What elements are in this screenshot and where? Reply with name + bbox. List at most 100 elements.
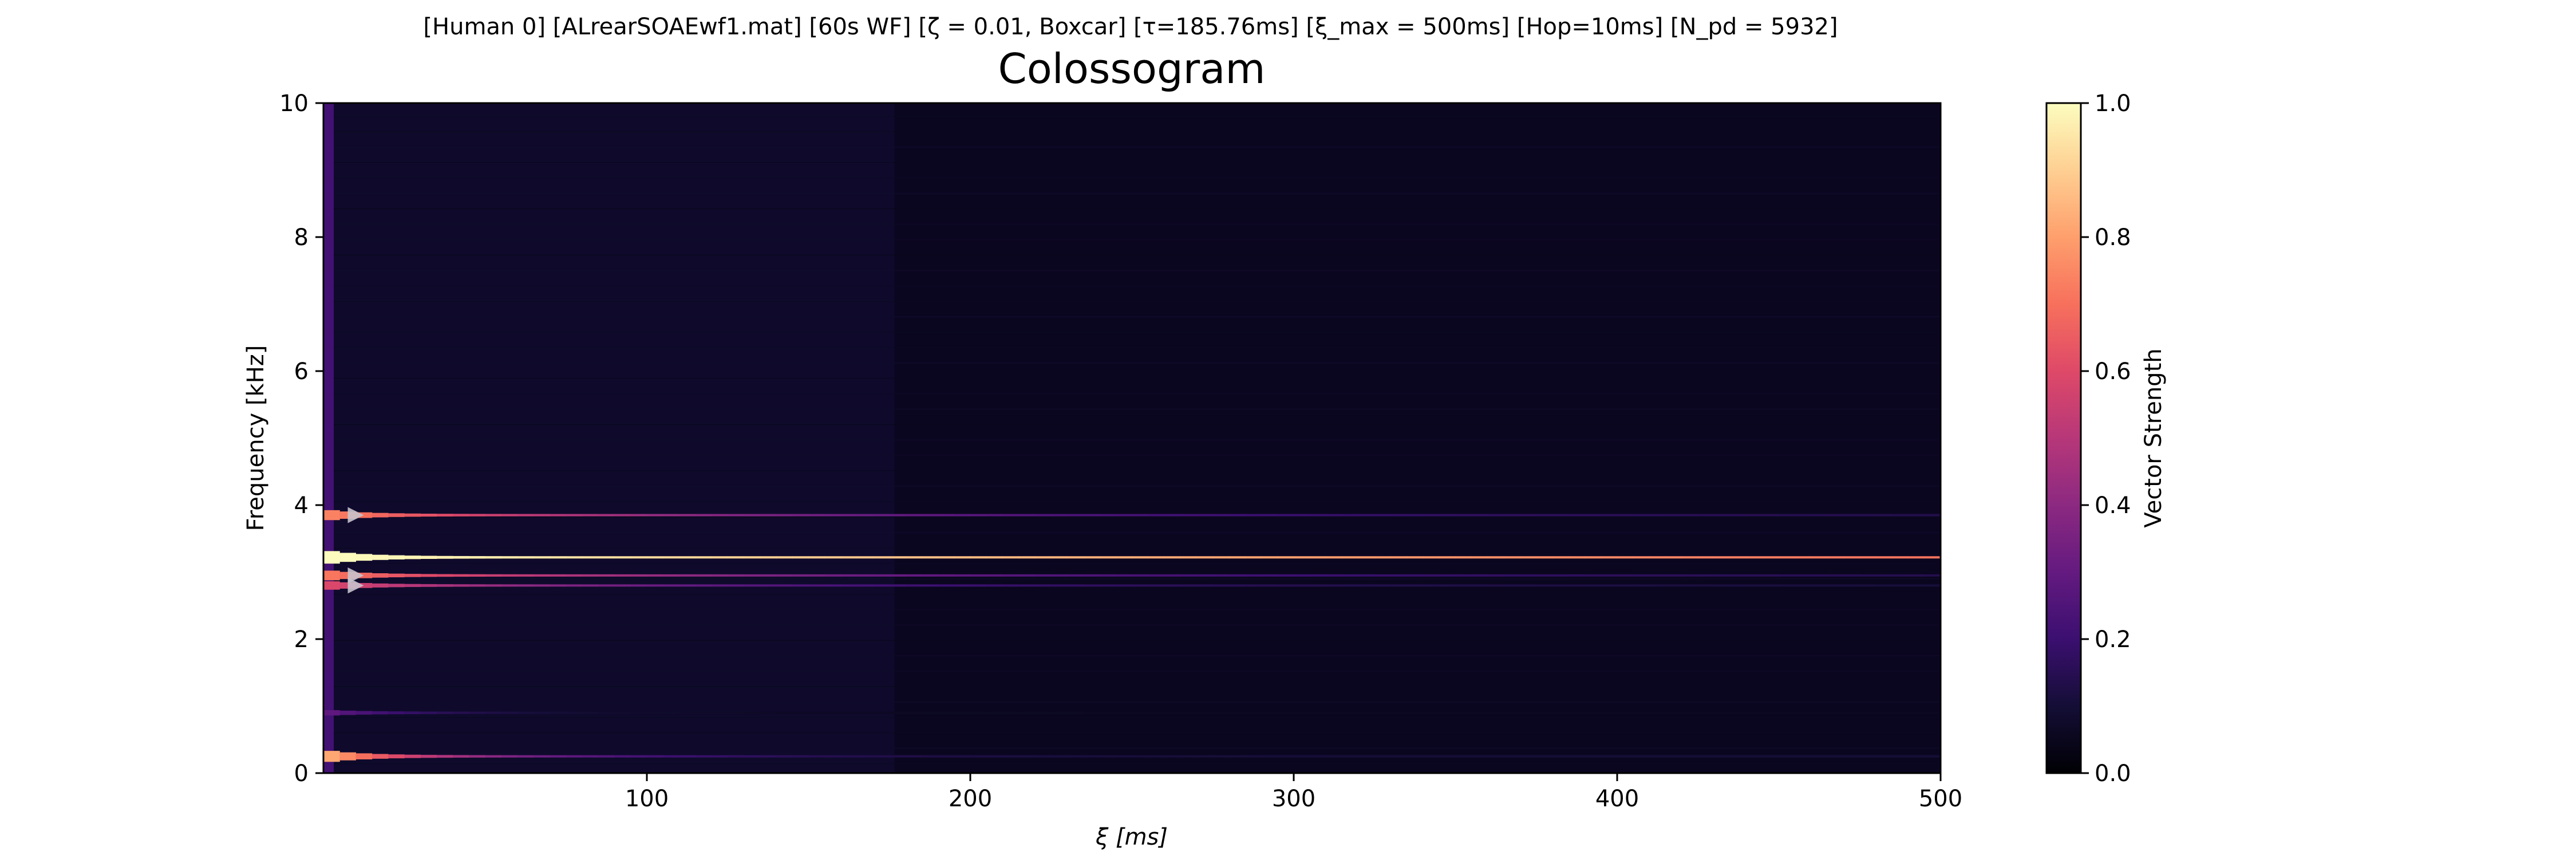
- heatmap-band-segment: [1326, 574, 1343, 577]
- heatmap-band-segment: [1212, 755, 1230, 758]
- heatmap-band-segment: [1471, 574, 1488, 577]
- heatmap-band-segment: [372, 554, 389, 560]
- heatmap-band-segment: [1779, 584, 1796, 587]
- heatmap-band-segment: [1730, 584, 1747, 587]
- heatmap-band-segment: [986, 574, 1003, 577]
- heatmap-band-segment: [1471, 711, 1488, 714]
- heatmap-band-segment: [1245, 755, 1262, 758]
- heatmap-band-segment: [1601, 584, 1618, 587]
- texture-line: [323, 116, 1941, 117]
- heatmap-band-segment: [1390, 711, 1408, 714]
- heatmap-band-segment: [1326, 711, 1343, 714]
- heatmap-band-segment: [1536, 556, 1553, 559]
- heatmap-band-segment: [1406, 514, 1424, 517]
- heatmap-band-segment: [1035, 556, 1052, 559]
- heatmap-band-segment: [469, 755, 485, 758]
- heatmap-band-segment: [501, 556, 518, 559]
- heatmap-band-segment: [1083, 556, 1100, 559]
- heatmap-band-segment: [388, 573, 405, 578]
- heatmap-band-segment: [550, 514, 567, 517]
- heatmap-band-segment: [906, 584, 922, 587]
- heatmap-band-segment: [1892, 556, 1909, 559]
- heatmap-band-segment: [1196, 711, 1214, 714]
- heatmap-band-segment: [906, 755, 922, 758]
- heatmap-band-segment: [1617, 574, 1634, 577]
- heatmap-band-segment: [566, 514, 583, 517]
- heatmap-band-segment: [792, 514, 809, 517]
- heatmap-band-segment: [1552, 514, 1569, 517]
- heatmap-band-segment: [1665, 574, 1682, 577]
- heatmap-band-segment: [647, 574, 663, 577]
- heatmap-band-segment: [679, 556, 696, 559]
- heatmap-band-segment: [922, 711, 938, 714]
- heatmap-band-segment: [1310, 574, 1326, 577]
- heatmap-band-segment: [1196, 755, 1214, 758]
- heatmap-band-segment: [404, 754, 421, 758]
- colorbar-tick-label: 0.4: [2095, 492, 2131, 519]
- heatmap-band-segment: [1876, 514, 1893, 517]
- heatmap-band-segment: [404, 555, 421, 559]
- y-tick-label: 6: [294, 358, 309, 385]
- heatmap-band-segment: [453, 584, 469, 587]
- heatmap-band-segment: [1714, 755, 1731, 758]
- heatmap-band-segment: [679, 514, 696, 517]
- heatmap-band-segment: [420, 755, 437, 758]
- colorbar: [2045, 102, 2082, 774]
- heatmap-band-segment: [501, 711, 518, 714]
- heatmap-band-segment: [1682, 556, 1698, 559]
- heatmap-band-segment: [1520, 755, 1537, 758]
- heatmap-band-segment: [1423, 584, 1440, 587]
- heatmap-band-segment: [906, 556, 922, 559]
- heatmap-band-segment: [906, 514, 922, 517]
- heatmap-band-segment: [1035, 584, 1052, 587]
- heatmap-band-segment: [744, 755, 761, 758]
- heatmap-band-segment: [906, 574, 922, 577]
- heatmap-band-segment: [728, 755, 744, 758]
- heatmap-band-segment: [889, 556, 906, 559]
- heatmap-band-segment: [1601, 711, 1618, 714]
- heatmap-band-segment: [1585, 711, 1602, 714]
- heatmap-band-segment: [1100, 514, 1116, 517]
- heatmap-band-segment: [517, 514, 534, 517]
- heatmap-band-segment: [1035, 574, 1052, 577]
- heatmap-band-segment: [824, 574, 841, 577]
- texture-line: [323, 547, 1941, 549]
- texture-line: [323, 701, 1941, 703]
- heatmap-band-segment: [404, 711, 421, 715]
- heatmap-band-segment: [712, 755, 728, 758]
- heatmap-band-segment: [1568, 755, 1585, 758]
- heatmap-band-segment: [1164, 711, 1181, 714]
- heatmap-band-segment: [922, 574, 938, 577]
- heatmap-band-segment: [1682, 514, 1698, 517]
- heatmap-band-segment: [1520, 556, 1537, 559]
- heatmap-band-segment: [355, 573, 373, 578]
- heatmap-band-segment: [776, 755, 793, 758]
- heatmap-band-segment: [485, 556, 502, 559]
- heatmap-plot-area: [323, 103, 1941, 773]
- heatmap-band-segment: [1100, 755, 1116, 758]
- colorbar-tick-label: 1.0: [2095, 90, 2131, 117]
- heatmap-band-segment: [841, 574, 858, 577]
- heatmap-band-segment: [1859, 584, 1876, 587]
- texture-line: [323, 562, 1941, 564]
- heatmap-band-segment: [582, 556, 599, 559]
- heatmap-band-segment: [1698, 556, 1714, 559]
- heatmap-band-segment: [550, 584, 567, 587]
- heatmap-band-segment: [695, 574, 712, 577]
- heatmap-band-segment: [873, 711, 890, 714]
- heatmap-band-segment: [647, 584, 663, 587]
- heatmap-band-segment: [1924, 584, 1941, 587]
- heatmap-band-segment: [712, 556, 728, 559]
- heatmap-band-segment: [712, 574, 728, 577]
- heatmap-band-segment: [355, 711, 373, 715]
- heatmap-band-segment: [1342, 711, 1359, 714]
- heatmap-band-segment: [776, 584, 793, 587]
- heatmap-band-segment: [1164, 755, 1181, 758]
- heatmap-band-segment: [1390, 556, 1408, 559]
- heatmap-band-segment: [1018, 584, 1036, 587]
- heatmap-band-segment: [970, 755, 987, 758]
- y-tick-label: 0: [294, 761, 309, 787]
- heatmap-band-segment: [1116, 755, 1132, 758]
- heatmap-band-segment: [1682, 574, 1698, 577]
- heatmap-band-segment: [679, 711, 696, 714]
